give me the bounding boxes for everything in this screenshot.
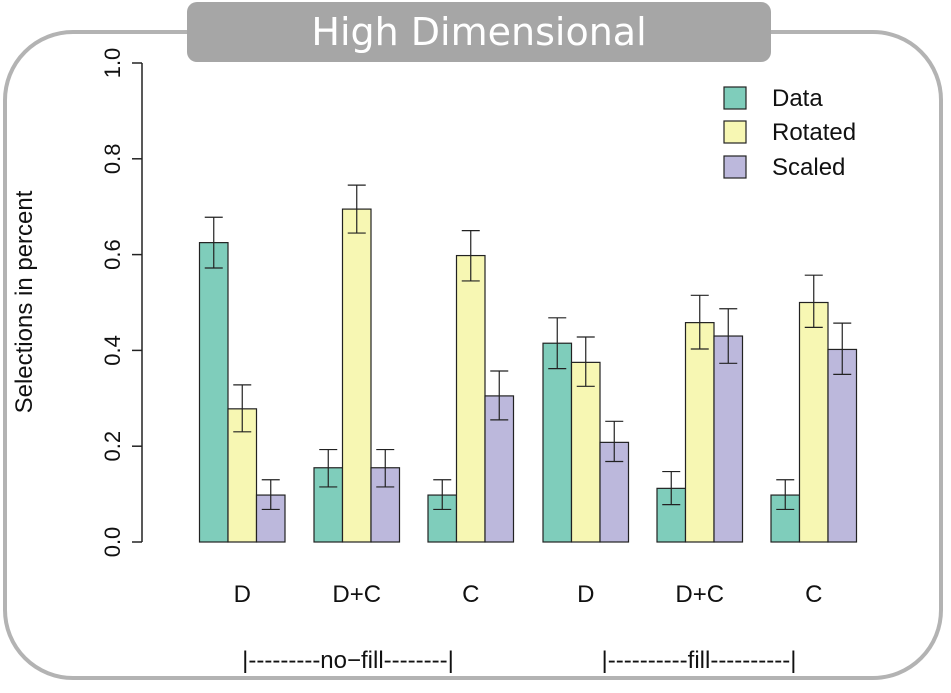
category-label: C <box>462 581 479 608</box>
legend-label-scaled: Scaled <box>772 154 845 181</box>
bar-rotated <box>798 301 829 543</box>
y-tick-label: 0.4 <box>100 335 125 366</box>
y-tick-label: 0.6 <box>100 239 125 270</box>
y-tick-label: 0.2 <box>100 431 125 462</box>
bar-rotated <box>570 361 601 543</box>
legend-swatch-data <box>723 86 747 110</box>
bar-rotated <box>684 322 715 543</box>
category-label: D <box>577 581 594 608</box>
legend: Data Rotated Scaled <box>723 85 856 181</box>
category-label: D <box>234 581 251 608</box>
bar-rotated <box>227 408 258 543</box>
title-banner: High Dimensional <box>187 2 771 62</box>
category-label: C <box>805 581 822 608</box>
y-axis: 0.0 0.2 0.4 0.6 0.8 1.0 <box>100 48 143 558</box>
x-labels: D D+C C D D+C C |---------no−fill--------| |---… <box>234 581 823 674</box>
bar-scaled <box>255 494 286 543</box>
chart-title: High Dimensional <box>311 10 647 54</box>
y-axis-label: Selections in percent <box>11 190 38 413</box>
bars <box>198 184 858 543</box>
bar-rotated <box>341 208 372 543</box>
legend-swatch-rotated <box>723 120 747 144</box>
group-label: |---------no−fill--------| <box>242 647 454 674</box>
bar-scaled <box>827 348 858 543</box>
legend-label-data: Data <box>772 85 823 112</box>
y-tick-label: 0.8 <box>100 144 125 175</box>
group-label: |----------fill----------| <box>602 647 797 674</box>
legend-swatch-scaled <box>723 155 747 179</box>
bar-data <box>198 242 229 543</box>
bar-data <box>542 342 573 543</box>
category-label: D+C <box>675 581 724 608</box>
bar-rotated <box>455 254 486 543</box>
legend-label-rotated: Rotated <box>772 119 856 146</box>
y-tick-label: 1.0 <box>100 48 125 79</box>
bar-scaled <box>713 335 744 543</box>
y-tick-label: 0.0 <box>100 527 125 558</box>
category-label: D+C <box>332 581 381 608</box>
